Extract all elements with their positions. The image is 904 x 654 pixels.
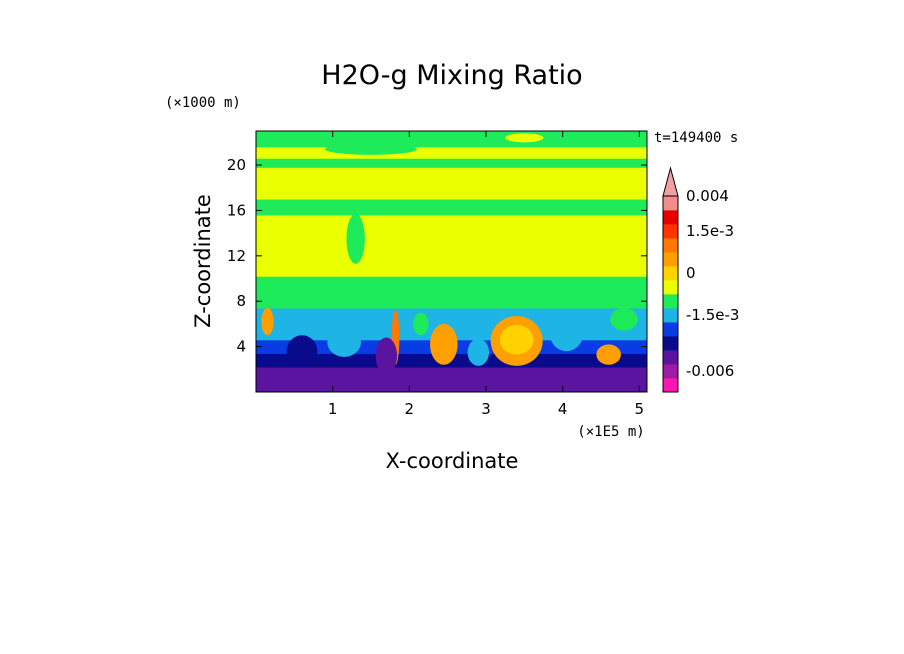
colorbar-label: 0: [686, 264, 696, 282]
colorbar-segment: [663, 336, 678, 351]
field-band: [256, 146, 647, 159]
colorbar-segment: [663, 252, 678, 267]
y-axis-ticks: 4 8 12 16 20: [227, 156, 647, 356]
chart-title: H2O-g Mixing Ratio: [321, 60, 582, 91]
field-blob: [286, 335, 318, 368]
colorbar-segment: [663, 364, 678, 379]
field-blob: [327, 327, 362, 357]
colorbar-segment: [663, 196, 678, 211]
x-tick-label: 4: [558, 400, 568, 418]
field-blob: [596, 344, 621, 365]
colorbar-segment: [663, 224, 678, 239]
field-blob: [256, 178, 306, 188]
field-band: [256, 131, 647, 148]
time-label: t=149400 s: [654, 130, 738, 146]
contour-field: [256, 131, 647, 392]
field-band: [256, 276, 647, 293]
colorbar: 0.004 1.5e-3 0 -1.5e-3 -0.006: [662, 166, 739, 393]
y-tick-label: 8: [236, 292, 246, 310]
x-unit-label: (×1E5 m): [577, 424, 644, 440]
y-tick-label: 16: [227, 201, 246, 219]
colorbar-segment: [663, 210, 678, 225]
field-blob: [610, 308, 638, 331]
colorbar-segment: [663, 308, 678, 323]
x-tick-label: 2: [405, 400, 415, 418]
colorbar-segment: [663, 294, 678, 309]
x-tick-label: 5: [635, 400, 645, 418]
field-band: [256, 199, 647, 216]
field-blob: [413, 312, 429, 336]
y-tick-label: 12: [227, 247, 246, 265]
colorbar-label: -0.006: [686, 362, 734, 380]
field-blob: [375, 337, 398, 374]
colorbar-label: 1.5e-3: [686, 222, 734, 240]
field-band: [256, 308, 647, 325]
y-unit-label: (×1000 m): [165, 95, 241, 111]
field-band: [256, 158, 647, 168]
y-axis-label: Z-coordinate: [191, 194, 215, 328]
x-tick-label: 3: [481, 400, 491, 418]
colorbar-segment: [663, 238, 678, 253]
field-blob: [499, 325, 534, 355]
field-blob: [325, 143, 417, 155]
plot-frame: [255, 130, 648, 393]
field-blob: [467, 338, 490, 366]
x-axis-ticks: 1 2 3 4 5: [328, 131, 644, 418]
field-band: [256, 214, 647, 277]
field-band: [256, 367, 647, 382]
field-blob: [549, 314, 584, 352]
colorbar-segment: [663, 350, 678, 365]
colorbar-segment: [663, 266, 678, 281]
field-blob: [346, 213, 365, 264]
field-band: [256, 380, 647, 392]
colorbar-segment: [663, 280, 678, 295]
colorbar-label: 0.004: [686, 187, 729, 205]
colorbar-segment: [663, 378, 678, 393]
colorbar-frame: [662, 195, 679, 393]
field-blob: [430, 323, 458, 365]
field-blob: [261, 308, 274, 336]
field-band: [256, 167, 647, 200]
colorbar-segment: [663, 322, 678, 337]
y-tick-label: 20: [227, 156, 246, 174]
field-band: [256, 292, 647, 309]
colorbar-label: -1.5e-3: [686, 306, 739, 324]
y-tick-label: 4: [236, 338, 246, 356]
x-tick-label: 1: [328, 400, 338, 418]
x-axis-label: X-coordinate: [386, 449, 519, 473]
field-blob: [505, 133, 544, 143]
